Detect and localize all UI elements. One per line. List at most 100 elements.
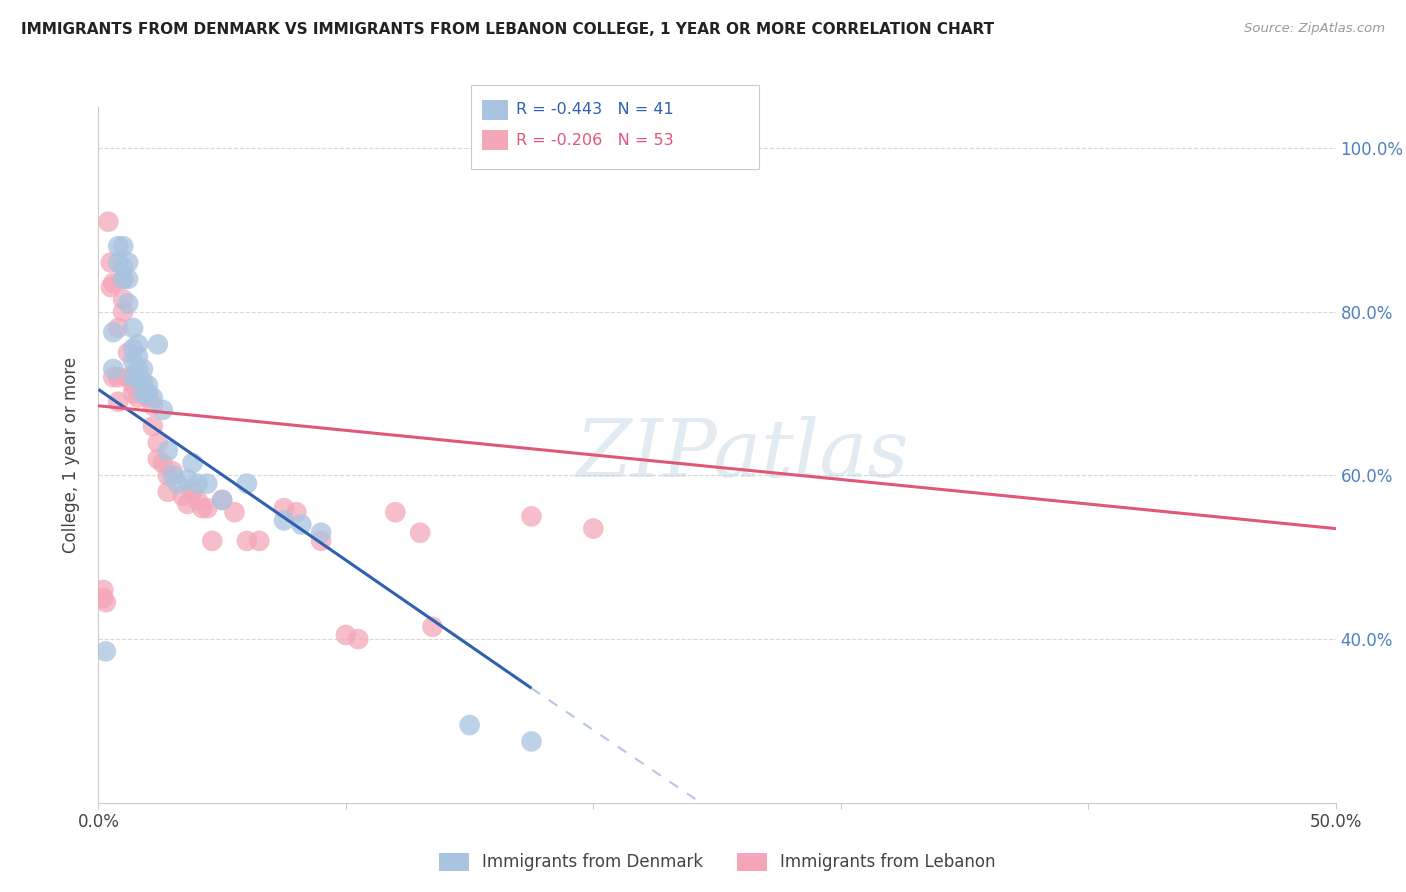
Point [122,321,145,335]
Point [236,476,259,491]
Point [142,419,165,434]
Point [117,345,139,359]
Point [112,272,135,286]
Point [103,362,125,376]
Point [136,378,159,392]
Point [94,644,117,658]
Point [152,403,174,417]
Point [273,501,295,516]
Point [97,214,120,228]
Point [117,255,139,269]
Point [132,362,155,376]
Point [195,501,218,516]
Point [422,620,444,634]
Point [112,293,135,307]
Point [93,591,115,606]
Point [172,489,194,503]
Point [107,370,129,384]
Point [176,473,198,487]
Point [186,476,208,491]
Point [122,378,145,392]
Point [211,492,233,507]
Point [162,464,184,478]
Point [309,533,332,548]
Point [132,386,155,401]
Point [127,370,149,384]
Point [103,276,125,290]
Point [107,255,129,269]
Point [127,350,149,364]
Point [122,353,145,368]
Point [520,734,543,748]
Point [100,280,122,294]
Point [112,304,135,318]
Point [335,628,357,642]
Point [127,391,149,405]
Point [100,255,122,269]
Point [156,468,179,483]
Text: Source: ZipAtlas.com: Source: ZipAtlas.com [1244,22,1385,36]
Point [347,632,370,646]
Legend: Immigrants from Denmark, Immigrants from Lebanon: Immigrants from Denmark, Immigrants from… [432,846,1002,878]
Point [117,296,139,310]
Point [186,492,208,507]
Point [195,476,218,491]
Point [142,399,165,413]
Point [236,533,259,548]
Point [181,456,204,470]
Point [290,517,312,532]
Y-axis label: College, 1 year or more: College, 1 year or more [62,357,80,553]
Point [285,505,308,519]
Point [224,505,246,519]
Text: R = -0.206   N = 53: R = -0.206 N = 53 [516,133,673,147]
Point [122,370,145,384]
Point [142,391,165,405]
Point [117,272,139,286]
Point [582,522,605,536]
Point [107,239,129,253]
Point [156,484,179,499]
Point [122,370,145,384]
Point [166,476,188,491]
Point [103,370,125,384]
Point [94,595,117,609]
Point [309,525,332,540]
Point [191,501,214,516]
Point [176,497,198,511]
Point [146,337,169,351]
Point [520,509,543,524]
Point [127,362,149,376]
Point [132,374,155,388]
Text: R = -0.443   N = 41: R = -0.443 N = 41 [516,103,673,117]
Point [146,435,169,450]
Point [112,239,135,253]
Text: ZIPatlas: ZIPatlas [575,417,908,493]
Point [384,505,406,519]
Point [107,394,129,409]
Point [409,525,432,540]
Point [273,513,295,527]
Point [127,374,149,388]
Point [136,391,159,405]
Point [127,383,149,397]
Point [247,533,270,548]
Point [181,484,204,499]
Point [103,325,125,339]
Point [112,260,135,274]
Point [152,456,174,470]
Point [211,492,233,507]
Point [146,452,169,467]
Point [136,386,159,401]
Point [201,533,224,548]
Point [112,272,135,286]
Point [162,468,184,483]
Point [93,582,115,597]
Point [458,718,481,732]
Text: IMMIGRANTS FROM DENMARK VS IMMIGRANTS FROM LEBANON COLLEGE, 1 YEAR OR MORE CORRE: IMMIGRANTS FROM DENMARK VS IMMIGRANTS FR… [21,22,994,37]
Point [132,386,155,401]
Point [117,370,139,384]
Point [156,443,179,458]
Point [122,342,145,356]
Point [122,386,145,401]
Point [107,321,129,335]
